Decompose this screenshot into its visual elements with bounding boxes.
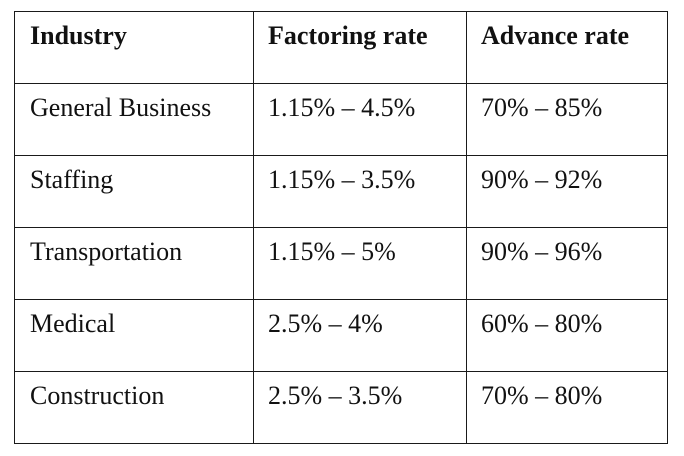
table-row: Staffing 1.15% – 3.5% 90% – 92% (14, 155, 668, 228)
rates-table: Industry Factoring rate Advance rate Gen… (14, 11, 668, 444)
advance-rate-cell: 90% – 96% (466, 227, 668, 300)
industry-cell: General Business (14, 83, 254, 156)
industry-cell: Construction (14, 371, 254, 444)
header-industry: Industry (14, 11, 254, 84)
table-row: Construction 2.5% – 3.5% 70% – 80% (14, 371, 668, 444)
factoring-rate-cell: 1.15% – 3.5% (253, 155, 467, 228)
factoring-rate-cell: 2.5% – 3.5% (253, 371, 467, 444)
advance-rate-cell: 90% – 92% (466, 155, 668, 228)
table-row: General Business 1.15% – 4.5% 70% – 85% (14, 83, 668, 156)
industry-cell: Staffing (14, 155, 254, 228)
table-row: Transportation 1.15% – 5% 90% – 96% (14, 227, 668, 300)
industry-cell: Transportation (14, 227, 254, 300)
factoring-rate-cell: 2.5% – 4% (253, 299, 467, 372)
table-row: Medical 2.5% – 4% 60% – 80% (14, 299, 668, 372)
advance-rate-cell: 70% – 80% (466, 371, 668, 444)
header-factoring-rate: Factoring rate (253, 11, 467, 84)
advance-rate-cell: 70% – 85% (466, 83, 668, 156)
industry-cell: Medical (14, 299, 254, 372)
factoring-rate-cell: 1.15% – 4.5% (253, 83, 467, 156)
advance-rate-cell: 60% – 80% (466, 299, 668, 372)
table-header-row: Industry Factoring rate Advance rate (14, 11, 668, 84)
header-advance-rate: Advance rate (466, 11, 668, 84)
factoring-rate-cell: 1.15% – 5% (253, 227, 467, 300)
